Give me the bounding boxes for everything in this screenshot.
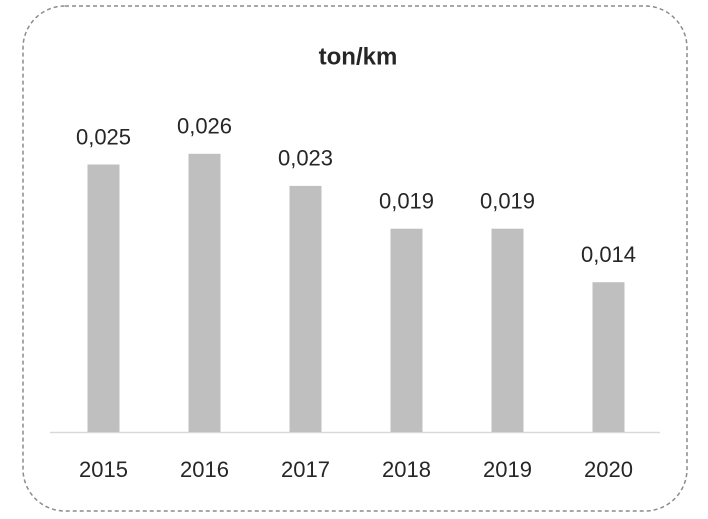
- value-label: 0,026: [177, 114, 232, 139]
- value-label: 0,014: [581, 242, 636, 267]
- bar: [289, 185, 322, 432]
- chart-title: ton/km: [319, 43, 398, 70]
- value-label: 0,019: [379, 189, 434, 214]
- x-tick-label: 2020: [584, 457, 633, 482]
- bar: [87, 164, 120, 432]
- bar: [390, 228, 423, 432]
- value-label: 0,025: [76, 124, 131, 149]
- value-label: 0,023: [278, 146, 333, 171]
- bar: [592, 282, 625, 432]
- value-label: 0,019: [480, 189, 535, 214]
- x-tick-label: 2016: [180, 457, 229, 482]
- bar: [491, 228, 524, 432]
- bar: [188, 153, 221, 433]
- x-tick-label: 2019: [483, 457, 532, 482]
- x-tick-label: 2015: [79, 457, 128, 482]
- x-tick-label: 2017: [281, 457, 330, 482]
- x-tick-label: 2018: [382, 457, 431, 482]
